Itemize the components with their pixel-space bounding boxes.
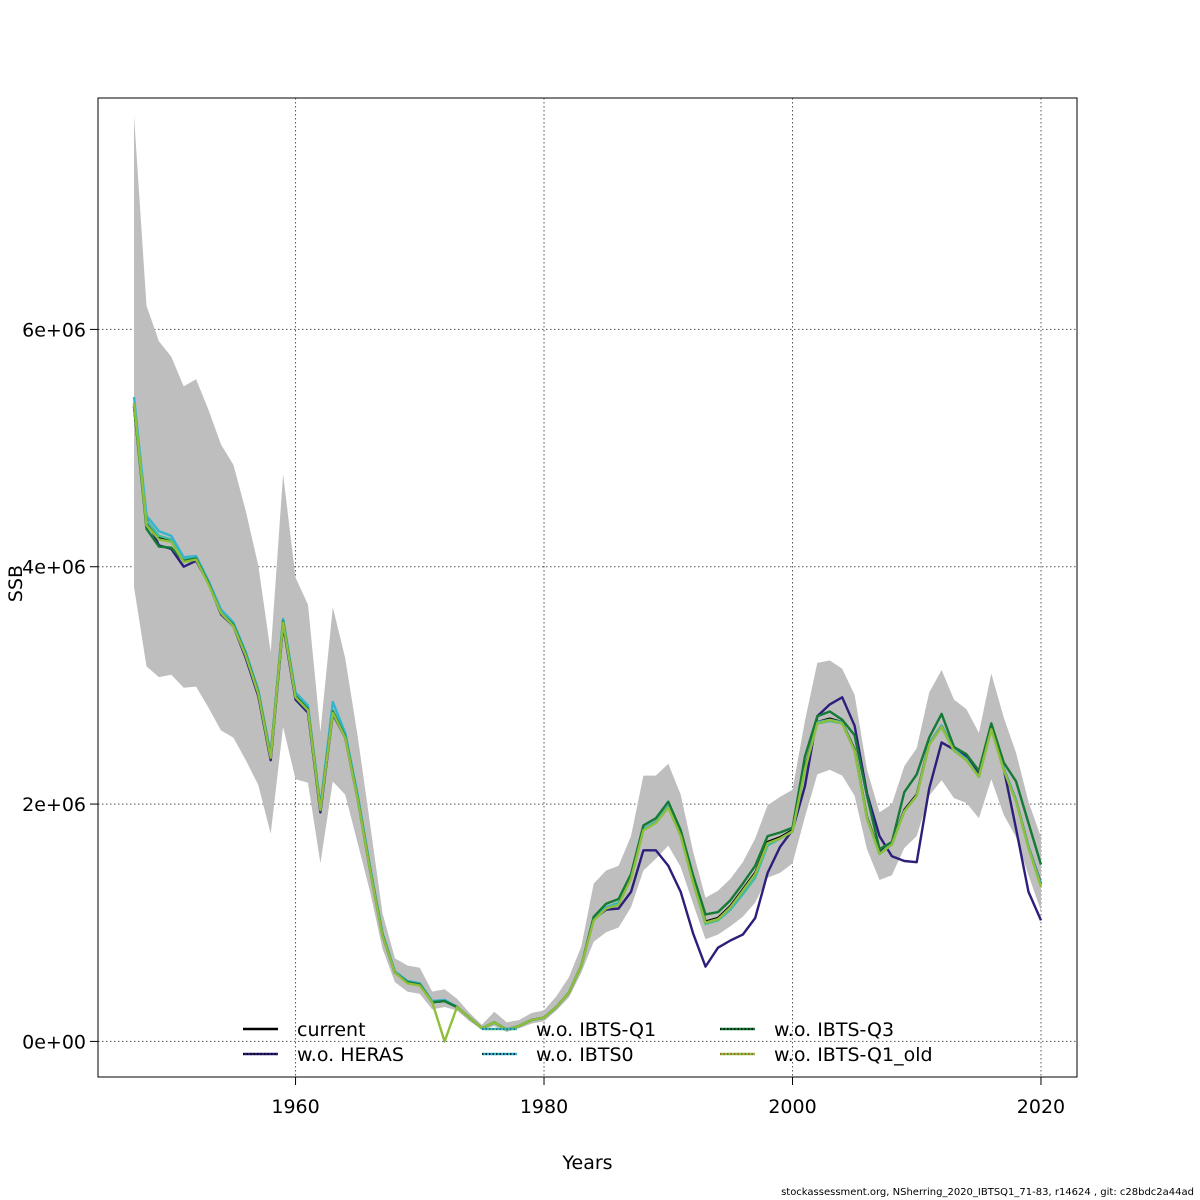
- x-axis: 1960 1980 2000 2020: [271, 1077, 1065, 1118]
- legend-item: w.o. HERAS: [243, 1044, 404, 1066]
- plot-frame: [97, 97, 1078, 1078]
- legend-item: w.o. IBTS-Q3: [720, 1019, 894, 1041]
- x-axis-title: Years: [561, 1152, 612, 1174]
- footer-credit: stockassessment.org, NSherring_2020_IBTS…: [781, 1187, 1194, 1198]
- series-layer: [132, 396, 1043, 1043]
- legend-item: w.o. IBTS-Q1_old: [720, 1044, 933, 1066]
- confidence-band: [134, 115, 1041, 1032]
- series-line-w-o-ibts-q1-old: [132, 402, 1043, 1043]
- legend-label: w.o. IBTS-Q3: [774, 1019, 894, 1041]
- legend: current w.o. HERAS w.o. IBTS-Q1 w.o. IBTS0 w…: [243, 1019, 933, 1066]
- y-axis-title: SSB: [5, 565, 27, 602]
- legend-label: w.o. IBTS-Q1_old: [774, 1044, 933, 1066]
- x-tick-label: 2020: [1017, 1096, 1065, 1118]
- legend-label: w.o. IBTS-Q1: [536, 1019, 656, 1041]
- y-tick-label: 0e+00: [22, 1031, 86, 1053]
- legend-label: current: [297, 1019, 366, 1041]
- y-axis: 0e+00 2e+06 4e+06 6e+06: [22, 319, 98, 1053]
- x-tick-label: 1980: [520, 1096, 568, 1118]
- y-tick-label: 2e+06: [22, 794, 86, 816]
- confidence-band-layer: [134, 115, 1041, 1032]
- legend-label: w.o. HERAS: [297, 1044, 404, 1066]
- y-tick-label: 4e+06: [22, 557, 86, 579]
- x-tick-label: 2000: [768, 1096, 816, 1118]
- legend-label: w.o. IBTS0: [536, 1044, 634, 1066]
- legend-item: w.o. IBTS-Q1: [482, 1019, 656, 1041]
- legend-item: w.o. IBTS0: [482, 1044, 634, 1066]
- legend-item: current: [243, 1019, 366, 1041]
- x-tick-label: 1960: [271, 1096, 319, 1118]
- y-tick-label: 6e+06: [22, 319, 86, 341]
